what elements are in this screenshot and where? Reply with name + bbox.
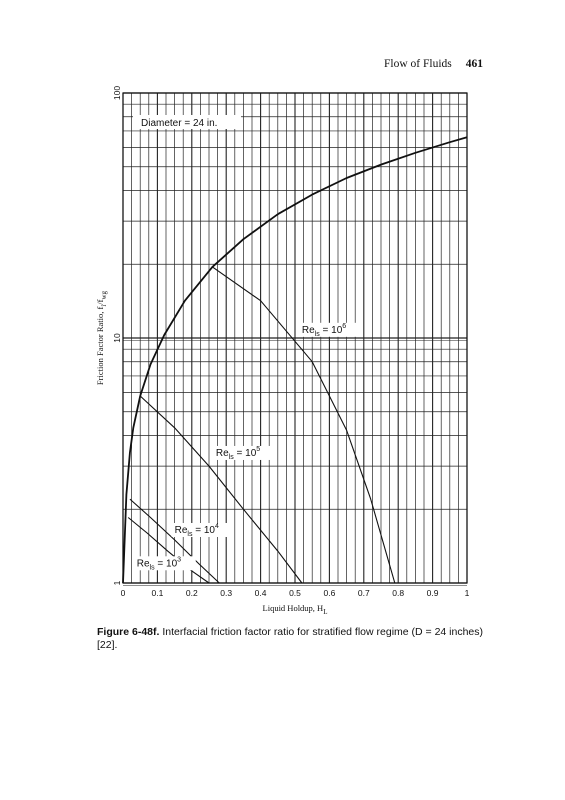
- reynolds-curve: [129, 498, 220, 584]
- chart-grid: Diameter = 24 in.: [122, 92, 468, 586]
- tick-labels: 0 0.1 0.2 0.3 0.4 0.5 0.6 0.7 0.8 0.9 1 1 10 100 Liqui…: [95, 86, 470, 616]
- figure-caption: Figure 6-48f. Interfacial friction facto…: [97, 626, 497, 652]
- annotation-background: [133, 115, 241, 129]
- curve-label: Rels = 105: [216, 446, 260, 461]
- x-tick-label: 0.6: [323, 588, 335, 598]
- x-tick-label: 0.4: [255, 588, 267, 598]
- diameter-annotation: Diameter = 24 in.: [141, 118, 217, 129]
- x-tick-label: 0.3: [220, 588, 232, 598]
- x-tick-label: 0.9: [427, 588, 439, 598]
- curve-labels: Rels = 106 Rels = 105 Rels = 104 Rels = 103: [133, 322, 361, 571]
- y-tick-label: 100: [112, 86, 122, 100]
- figure-label: Figure 6-48f.: [97, 626, 160, 638]
- reynolds-curve: [139, 395, 303, 584]
- curve-label-background: [171, 522, 234, 537]
- curve-label: Rels = 104: [175, 523, 219, 538]
- page-header: Flow of Fluids 461: [384, 58, 483, 70]
- x-tick-label: 0.2: [186, 588, 198, 598]
- curve-label: Rels = 103: [137, 556, 181, 571]
- x-tick-label: 0.5: [289, 588, 301, 598]
- y-axis-label: Friction Factor Ratio, fi/fwg: [95, 290, 108, 385]
- friction-factor-chart: Diameter = 24 in. 0 0.1 0.2 0.3 0.4 0.5 0.6 0.7…: [95, 86, 470, 616]
- x-axis-label: Liquid Holdup, HL: [263, 603, 328, 616]
- curve-label-background: [133, 556, 196, 571]
- curves: [122, 136, 468, 584]
- x-tick-label: 0: [121, 588, 126, 598]
- page-number: 461: [465, 58, 483, 70]
- curve-label-background: [212, 445, 275, 460]
- curve-label-background: [298, 322, 361, 337]
- plot-frame: [122, 92, 468, 584]
- x-tick-label: 0.8: [392, 588, 404, 598]
- x-tick-label: 0.7: [358, 588, 370, 598]
- x-tick-label: 1: [465, 588, 470, 598]
- reynolds-curve: [212, 266, 396, 584]
- y-tick-label: 1: [112, 580, 122, 585]
- curve-label: Rels = 106: [302, 323, 346, 338]
- reynolds-curve: [127, 517, 210, 584]
- caption-text: Interfacial friction factor ratio for st…: [97, 626, 484, 651]
- y-tick-label: 10: [112, 333, 122, 343]
- running-title: Flow of Fluids: [384, 58, 452, 70]
- x-tick-label: 0.1: [151, 588, 163, 598]
